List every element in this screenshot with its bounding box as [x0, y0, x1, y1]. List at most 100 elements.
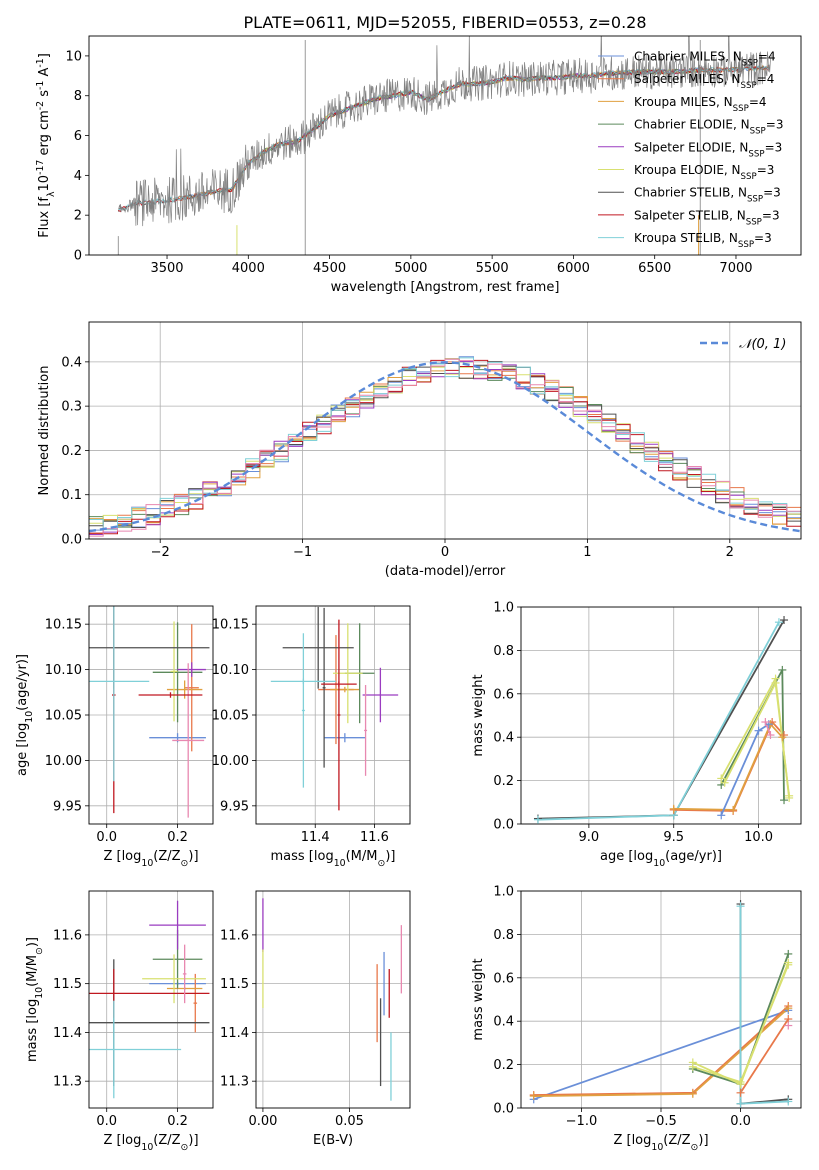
label-part: SSP: [750, 127, 766, 137]
x-axis-label: Z [log10(Z/Z⊙)]: [103, 849, 198, 869]
legend-label: Salpeter MILES, NSSP=4: [634, 72, 774, 91]
massweight_vs_age-ticks: 9.0 9.5 10.0 0.0 0.2 0.4 0.6 0.8 1.0: [493, 601, 773, 846]
spectrum-panel: 3500 4000 4500 5000 5500 6000 6500 7000 0 2 4 6 8 10 w…: [35, 35, 802, 295]
mass_vs_Z-frame: [88, 890, 214, 1109]
y-tick-label: 10.05: [45, 709, 82, 724]
label-part: (data-model)/error: [385, 564, 506, 579]
residual_histogram-ticks: −2 −1 0 1 2 0.0 0.1 0.2 0.3 0.4: [61, 355, 734, 560]
label-part: (age/yr)]: [665, 849, 722, 864]
x-tick-label: 2: [726, 545, 734, 560]
x-axis-label: mass [log10(M/M⊙)]: [271, 849, 396, 869]
label-part: (age/yr)]: [15, 654, 30, 711]
age_vs_Z-ticks: 0.0 0.2 9.95 10.00 10.05 10.10 10.15: [45, 618, 188, 845]
legend-label: Chabrier STELIB, NSSP=3: [634, 186, 781, 205]
legend-label: 𝒩(0, 1): [739, 337, 786, 352]
label-part: SSP: [733, 104, 749, 114]
legend-label: Chabrier ELODIE, NSSP=3: [634, 118, 783, 137]
label-part: ⊙: [181, 1142, 189, 1153]
y-tick-label: 0.2: [493, 1058, 514, 1073]
label-part: )]: [385, 849, 395, 864]
age_vs_mass-plot-area: [256, 606, 410, 824]
age_vs_mass-ticks: 11.4 11.6 9.95 10.00 10.05 10.10 10.15: [212, 618, 389, 845]
y-axis-label: mass weight: [471, 674, 486, 756]
x-tick-label: 0: [441, 545, 449, 560]
series-line-kroupa_stelib: [739, 906, 789, 1105]
residual_histogram-frame: [88, 321, 802, 540]
age_vs_mass-frame: [255, 605, 411, 825]
label-part: =3: [763, 186, 781, 200]
series-line-chabrier_stelib: [537, 619, 785, 820]
mass_vs_Z-plot-area: [89, 891, 213, 1108]
x-tick-label: −1.0: [566, 1114, 598, 1129]
x-axis-label: Z [log10(Z/Z⊙)]: [103, 1133, 198, 1153]
legend-label: Kroupa ELODIE, NSSP=3: [634, 163, 774, 182]
legend-label: Chabrier MILES, NSSP=4: [634, 50, 776, 69]
y-tick-label: 1.0: [493, 601, 514, 616]
x-tick-label: 1: [583, 545, 591, 560]
label-part: (Z/Z: [153, 1133, 180, 1148]
label-part: )]: [188, 1133, 198, 1148]
x-axis-label: age [log10(age/yr)]: [600, 849, 722, 869]
y-tick-label: 11.5: [53, 977, 82, 992]
label-part: (M/M: [346, 849, 378, 864]
y-tick-label: 0.1: [61, 488, 82, 503]
y-tick-label: 0.4: [61, 355, 82, 370]
y-tick-label: 0.8: [493, 928, 514, 943]
label-part: A: [37, 68, 52, 81]
y-tick-label: 11.5: [220, 977, 249, 992]
legend-label: Salpeter ELODIE, NSSP=3: [634, 140, 782, 159]
legend-label: Kroupa STELIB, NSSP=3: [634, 231, 772, 250]
y-tick-label: 8: [74, 89, 82, 104]
y-tick-label: 11.3: [220, 1075, 249, 1090]
label-part: =4: [758, 50, 776, 64]
age_vs_mass-panel: 11.4 11.6 9.95 10.00 10.05 10.10 10.15 mass [lo…: [212, 605, 411, 869]
x-tick-label: 6500: [638, 261, 671, 276]
y-tick-label: 10.15: [45, 618, 82, 633]
y-tick-label: 0.2: [493, 774, 514, 789]
observed-spectrum-line: [118, 36, 772, 227]
label-part: )]: [25, 937, 40, 947]
label-part: ]: [37, 53, 52, 58]
figure-title: PLATE=0611, MJD=52055, FIBERID=0553, z=0…: [243, 13, 646, 32]
x-tick-label: 11.6: [360, 830, 389, 845]
label-part: Chabrier ELODIE, N: [634, 118, 750, 132]
legend-label: Kroupa MILES, NSSP=4: [634, 95, 767, 114]
y-tick-label: 11.4: [53, 1026, 82, 1041]
label-part: )]: [698, 1133, 708, 1148]
label-part: SSP: [741, 172, 757, 182]
label-part: Kroupa MILES, N: [634, 95, 733, 109]
label-part: Normed distribution: [37, 366, 52, 496]
label-part: Salpeter MILES, N: [634, 72, 741, 86]
label-part: erg cm: [37, 110, 52, 159]
x-tick-label: 10.0: [744, 830, 773, 845]
x-tick-label: 5000: [394, 261, 427, 276]
residual_histogram-plot-area: [89, 322, 801, 539]
label-part: SSP: [748, 149, 764, 159]
x-tick-label: 5500: [476, 261, 509, 276]
y-tick-label: 0: [74, 249, 82, 264]
label-part: 10: [141, 1142, 153, 1153]
y-axis-label: Normed distribution: [37, 366, 52, 496]
residual_histogram-panel: −2 −1 0 1 2 0.0 0.1 0.2 0.3 0.4 (data-model)/error…: [37, 321, 802, 579]
label-part: ⊙: [691, 1142, 699, 1153]
label-part: 10: [651, 1142, 663, 1153]
y-tick-label: 0.0: [493, 1102, 514, 1117]
label-part: E(B-V): [313, 1133, 353, 1148]
label-part: SSP: [746, 217, 762, 227]
mass_vs_ebv-frame: [255, 890, 411, 1109]
label-part: 10: [34, 987, 45, 999]
label-part: Salpeter ELODIE, N: [634, 140, 748, 154]
label-part: mass weight: [471, 958, 486, 1040]
label-part: 10: [653, 858, 665, 869]
label-part: -2: [35, 101, 46, 110]
x-tick-label: 7000: [719, 261, 752, 276]
label-part: s: [37, 90, 52, 101]
label-part: =3: [754, 231, 772, 245]
label-part: λ: [46, 191, 57, 197]
label-part: SSP: [742, 59, 758, 69]
label-part: Z [log: [103, 1133, 141, 1148]
label-part: mass [log: [25, 999, 40, 1062]
label-part: =3: [762, 208, 780, 222]
